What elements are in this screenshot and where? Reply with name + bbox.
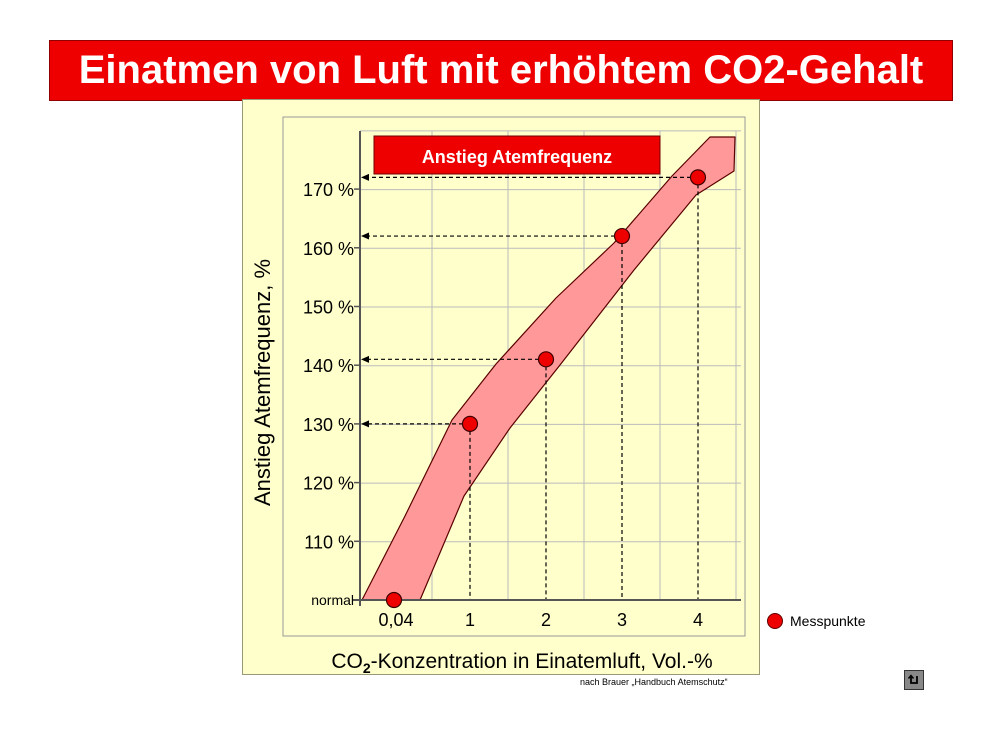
y-tick-label: 120 % bbox=[303, 474, 354, 494]
data-point bbox=[613, 227, 631, 245]
data-point bbox=[689, 169, 707, 186]
data-point bbox=[385, 591, 403, 609]
data-point bbox=[537, 351, 555, 368]
confidence-band bbox=[361, 136, 736, 601]
legend-label: Messpunkte bbox=[790, 613, 866, 629]
y-tick-label: 170 % bbox=[303, 180, 354, 200]
source-note: nach Brauer „Handbuch Atemschutz“ bbox=[580, 677, 728, 687]
y-tick-label: 110 % bbox=[304, 532, 354, 552]
legend-marker bbox=[767, 613, 783, 629]
chart-title-box bbox=[373, 135, 661, 175]
x-axis-label: CO2-Konzentration in Einatemluft, Vol.-% bbox=[331, 650, 712, 676]
chart-title: Anstieg Atemfrequenz bbox=[422, 147, 612, 167]
x-tick-label: 3 bbox=[617, 610, 627, 630]
y-tick-label: normal bbox=[311, 592, 354, 608]
y-tick-label: 150 % bbox=[303, 298, 354, 318]
x-tick-label: 2 bbox=[541, 610, 551, 630]
data-point bbox=[461, 415, 479, 432]
page-title: Einatmen von Luft mit erhöhtem CO2-Gehal… bbox=[49, 40, 953, 101]
legend: Messpunkte bbox=[767, 613, 865, 629]
return-arrow-icon bbox=[907, 674, 918, 684]
y-tick-label: 140 % bbox=[303, 356, 354, 376]
annotation-arrow bbox=[361, 355, 369, 363]
annotation-arrow bbox=[361, 232, 369, 240]
y-tick-label: 160 % bbox=[303, 239, 354, 259]
back-button[interactable] bbox=[904, 670, 924, 690]
x-tick-label: 0,04 bbox=[378, 610, 413, 630]
annotation-arrow bbox=[361, 173, 369, 181]
x-tick-label: 1 bbox=[465, 610, 475, 630]
y-tick-label: 130 % bbox=[303, 415, 354, 435]
annotation-arrow bbox=[361, 420, 369, 428]
plot-frame bbox=[282, 116, 746, 637]
y-axis-label: Anstieg Atemfrequenz, % bbox=[250, 259, 275, 506]
x-tick-label: 4 bbox=[693, 610, 703, 630]
